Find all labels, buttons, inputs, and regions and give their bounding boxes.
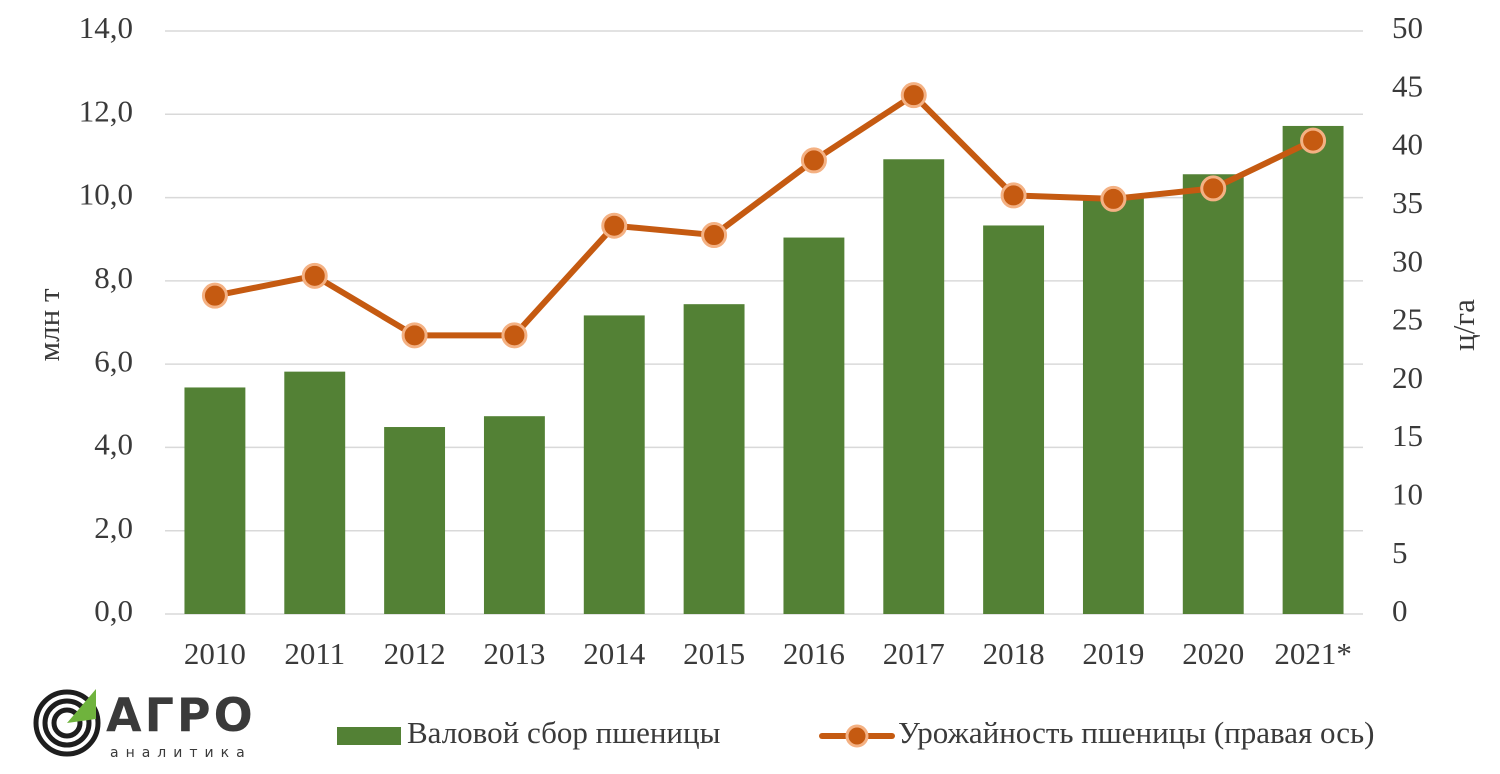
y-axis-title: млн т (31, 288, 66, 361)
y-tick-label: 2,0 (94, 510, 133, 545)
x-tick-label: 2016 (783, 636, 845, 671)
x-tick-label: 2011 (284, 636, 345, 671)
legend: Валовой сбор пшеницы Урожайность пшеницы… (337, 715, 1375, 750)
x-tick-label: 2012 (384, 636, 446, 671)
y-tick-label: 4,0 (94, 427, 133, 462)
line-series (201, 82, 1327, 349)
bar (384, 427, 446, 614)
y-axis-ticks: 0,0 2,0 4,0 6,0 8,0 10,0 12,0 14,0 (79, 10, 133, 628)
x-tick-label: 2014 (583, 636, 646, 671)
x-tick-label: 2018 (983, 636, 1045, 671)
bar (1282, 125, 1344, 615)
line-point (1100, 185, 1127, 212)
logo-subtext: аналитика (110, 745, 252, 761)
bar (783, 237, 845, 614)
line-point (1000, 182, 1027, 209)
bar (284, 371, 346, 614)
x-tick-label: 2019 (1082, 636, 1144, 671)
legend-line-label: Урожайность пшеницы (правая ось) (898, 715, 1375, 750)
bar-series (184, 125, 1344, 615)
y2-tick-label: 25 (1392, 302, 1423, 337)
bar (983, 225, 1045, 614)
x-tick-label: 2021* (1274, 636, 1352, 671)
bar (184, 387, 246, 614)
y2-tick-label: 30 (1392, 243, 1423, 278)
y2-tick-label: 45 (1392, 68, 1423, 103)
x-axis-ticks: 2010 2011 2012 2013 2014 2015 2016 2017 2018 2019… (184, 636, 1352, 671)
bar (683, 304, 745, 614)
x-tick-label: 2015 (683, 636, 745, 671)
legend-bar-swatch (337, 727, 401, 745)
legend-line-marker (845, 724, 869, 748)
line-point (201, 282, 228, 309)
x-tick-label: 2017 (883, 636, 945, 671)
x-tick-label: 2013 (483, 636, 545, 671)
line-point (800, 147, 827, 174)
y2-tick-label: 40 (1392, 127, 1423, 162)
bar (583, 315, 645, 614)
y-tick-label: 10,0 (79, 177, 133, 212)
y2-tick-label: 20 (1392, 360, 1423, 395)
y2-axis-ticks: 0 5 10 15 20 25 30 35 40 45 50 (1392, 10, 1423, 628)
bar (483, 416, 545, 614)
y2-tick-label: 0 (1392, 593, 1408, 628)
agro-logo-icon (33, 689, 101, 757)
y-tick-label: 12,0 (79, 93, 133, 128)
bar (1082, 197, 1144, 614)
line-point (401, 322, 428, 349)
line-point (900, 82, 927, 109)
y-tick-label: 0,0 (94, 593, 133, 628)
bar (1182, 174, 1244, 614)
y2-tick-label: 50 (1392, 10, 1423, 45)
x-tick-label: 2020 (1182, 636, 1244, 671)
series-line (211, 92, 1317, 339)
y2-tick-label: 5 (1392, 535, 1408, 570)
y-tick-label: 14,0 (79, 10, 133, 45)
y2-axis-title: ц/га (1446, 299, 1481, 351)
y-tick-label: 6,0 (94, 343, 133, 378)
line-point (1300, 127, 1327, 154)
line-point (501, 322, 528, 349)
agro-logo: АГРО аналитика (33, 688, 256, 761)
y2-tick-label: 35 (1392, 185, 1423, 220)
y2-tick-label: 15 (1392, 418, 1423, 453)
x-tick-label: 2010 (184, 636, 246, 671)
y2-tick-label: 10 (1392, 477, 1423, 512)
legend-bar-label: Валовой сбор пшеницы (407, 715, 721, 750)
line-point (701, 222, 728, 249)
bar (883, 159, 945, 614)
y-tick-label: 8,0 (94, 260, 133, 295)
line-point (301, 262, 328, 289)
logo-text: АГРО (106, 688, 256, 742)
line-point (601, 212, 628, 239)
line-point (1200, 175, 1227, 202)
